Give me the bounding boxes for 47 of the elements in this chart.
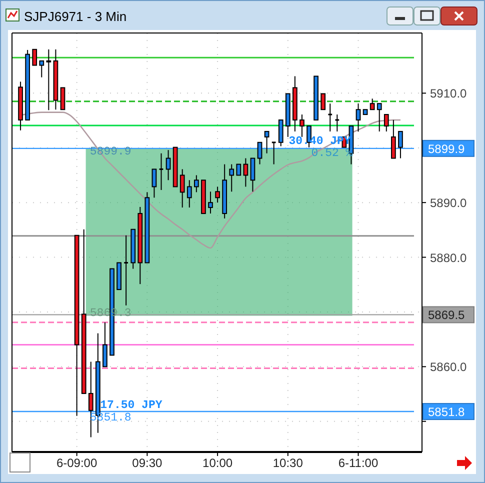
- annotation: 17.50 JPY: [100, 399, 162, 412]
- candlestick: [334, 114, 340, 132]
- candlestick: [320, 93, 326, 110]
- candlestick: [194, 174, 199, 193]
- x-tick-label: 10:00: [202, 456, 233, 470]
- candlestick: [356, 103, 361, 132]
- candlestick: [264, 130, 270, 154]
- x-tick-label: 09:30: [132, 456, 163, 470]
- annotation: 5899.9: [90, 146, 132, 159]
- candlestick: [278, 119, 284, 147]
- x-tick-label: 6-11:00: [338, 456, 378, 470]
- y-tick-label: 5860.0: [430, 360, 468, 374]
- chart-title: SJPJ6971 - 3 Min: [24, 9, 127, 24]
- candlestick: [60, 87, 66, 110]
- y-tick-label: 5910.0: [430, 86, 468, 101]
- ref-line-label: 5869.5: [428, 308, 466, 322]
- candlestick: [243, 158, 248, 188]
- candlestick: [180, 168, 185, 208]
- candlestick: [46, 48, 52, 111]
- candlestick: [398, 130, 403, 159]
- candlestick: [384, 114, 389, 132]
- y-tick-label: 5890.0: [430, 196, 468, 210]
- y-tick-label: 5880.0: [430, 250, 468, 265]
- candlestick: [208, 191, 213, 214]
- x-tick-label: 6-09:00: [56, 456, 98, 470]
- candlestick: [376, 103, 382, 132]
- candlestick: [327, 103, 333, 132]
- candlestick: [300, 114, 304, 138]
- candlestick: [39, 60, 44, 78]
- candlestick: [32, 48, 38, 66]
- ref-line-label: 5899.9: [428, 142, 466, 156]
- candlestick: [166, 150, 171, 181]
- candlestick: [102, 322, 108, 368]
- candlestick: [215, 186, 220, 204]
- candlestick: [391, 119, 396, 159]
- candlestick: [123, 234, 129, 306]
- candlestick: [229, 164, 234, 192]
- candlestick: [271, 142, 277, 165]
- candlestick: [236, 164, 242, 176]
- candlestick: [158, 152, 164, 190]
- candlestick: [186, 180, 192, 208]
- candlestick: [250, 158, 256, 192]
- candlestick: [370, 98, 375, 110]
- x-tick-label: 10:30: [272, 456, 304, 470]
- candlestick: [152, 168, 157, 198]
- candlestick: [257, 142, 262, 165]
- ref-line-label: 5851.8: [428, 405, 466, 420]
